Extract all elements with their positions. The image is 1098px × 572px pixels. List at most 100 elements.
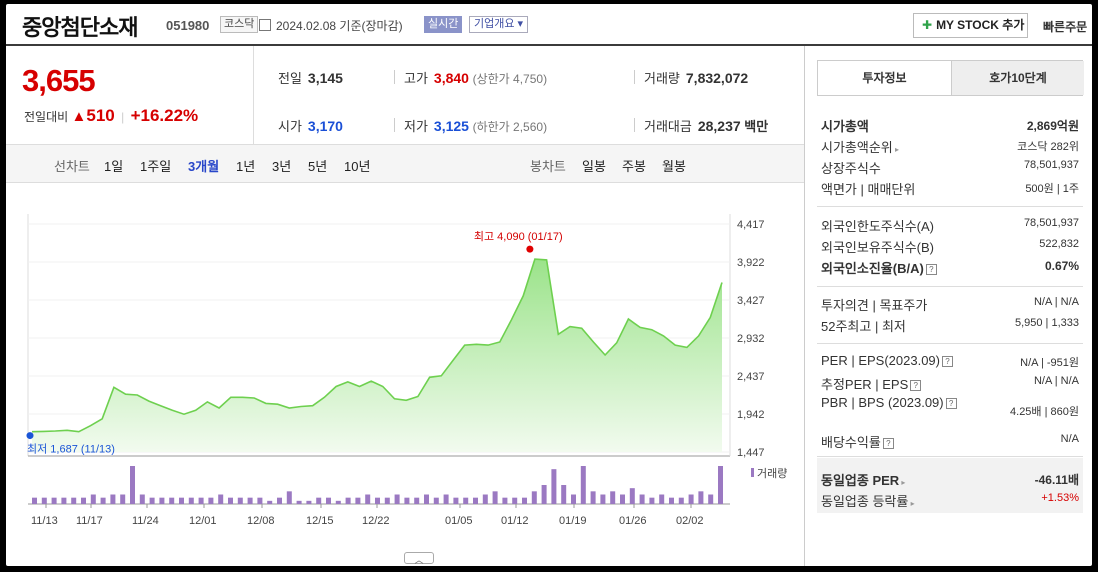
tab-investment-info[interactable]: 투자정보 xyxy=(818,61,951,95)
change-value: 510 xyxy=(86,106,115,125)
x-tick-label: 11/17 xyxy=(76,515,103,527)
info-row-label: PER | EPS(2023.09) xyxy=(821,353,940,368)
tab-weekly[interactable]: 주봉 xyxy=(622,159,646,174)
tab-10y[interactable]: 10년 xyxy=(344,159,371,174)
min-point xyxy=(26,432,34,440)
info-row: 52주최고 | 최저 5,950 | 1,333 xyxy=(821,316,1079,335)
volume-bar xyxy=(81,497,86,504)
volume-bar xyxy=(404,497,410,504)
volume-bar xyxy=(130,466,135,504)
volume-bar xyxy=(561,485,567,504)
info-row-value: 4.25배 | 860원 xyxy=(1010,406,1079,418)
upper-limit: (상한가 4,750) xyxy=(472,72,548,86)
open-value: 3,170 xyxy=(307,118,343,134)
volume-bar xyxy=(296,500,302,504)
info-row: PER | EPS(2023.09)? N/A | -951원 xyxy=(821,353,1079,369)
open-label: 시가 xyxy=(278,119,302,134)
volume-bar xyxy=(443,494,449,504)
info-row-value: -46.11배 xyxy=(1034,473,1079,487)
info-row-value: 500원 | 1주 xyxy=(1025,183,1079,195)
volume-bar xyxy=(708,494,714,504)
info-row: 액면가 | 매매단위 500원 | 1주 xyxy=(821,179,1079,198)
tab-3m[interactable]: 3개월 xyxy=(188,159,220,174)
volume-bar xyxy=(149,497,155,504)
x-tick-label: 12/22 xyxy=(362,515,390,527)
info-row-value: 78,501,937 xyxy=(1023,217,1079,229)
line-chart-label[interactable]: 선차트 xyxy=(54,159,90,174)
y-tick-label: 2,437 xyxy=(737,371,765,383)
volume-bar xyxy=(247,497,253,504)
info-row: 추정PER | EPS? N/A | N/A xyxy=(821,374,1079,393)
expand-arrow-icon[interactable]: ▸ xyxy=(908,499,915,508)
tab-1y[interactable]: 1년 xyxy=(236,159,256,174)
y-tick-label: 1,447 xyxy=(737,447,765,459)
tab-5y[interactable]: 5년 xyxy=(308,159,328,174)
tab-daily[interactable]: 일봉 xyxy=(582,159,606,174)
info-row-label: 외국인보유주식수(B) xyxy=(821,240,935,255)
info-row: 외국인보유주식수(B) 522,832 xyxy=(821,237,1079,256)
quick-order-button[interactable]: 빠른주문 xyxy=(1043,20,1088,34)
divider xyxy=(817,206,1083,207)
volume-bar xyxy=(394,494,400,504)
x-tick-label: 11/13 xyxy=(31,515,58,527)
candle-chart-label[interactable]: 봉차트 xyxy=(530,159,566,174)
info-row-label: 액면가 | 매매단위 xyxy=(821,182,916,197)
realtime-button[interactable]: 실시간 xyxy=(424,16,463,33)
amount-value: 28,237 xyxy=(697,118,741,134)
info-tabs: 투자정보 호가10단계 xyxy=(817,60,1084,96)
change-percent: +16.22% xyxy=(130,106,199,125)
help-icon[interactable]: ? xyxy=(925,264,937,276)
mystock-add-button[interactable]: ✚ MY STOCK 추가 xyxy=(913,13,1028,38)
chart-scroll-handle[interactable]: ︿ xyxy=(404,552,434,565)
volume-bar xyxy=(169,497,175,504)
info-row: 시가총액순위 ▸ 코스닥 282위 xyxy=(821,137,1079,156)
tab-orderbook[interactable]: 호가10단계 xyxy=(951,61,1084,95)
high-label: 고가 xyxy=(404,71,428,86)
volume-value: 7,832,072 xyxy=(685,70,749,86)
tab-1d[interactable]: 1일 xyxy=(104,159,124,174)
help-icon[interactable]: ? xyxy=(882,438,894,450)
volume-bar xyxy=(306,500,312,504)
trade-amount: 거래대금 28,237 백만 xyxy=(644,116,768,135)
stock-name: 중앙첨단소재 xyxy=(22,15,138,40)
volume-bar xyxy=(580,466,586,504)
volume-bar xyxy=(51,497,57,504)
info-row: PBR | BPS (2023.09)? 4.25배 | 860원 xyxy=(821,395,1079,418)
tab-1w[interactable]: 1주일 xyxy=(140,159,172,174)
corp-info-dropdown[interactable]: 기업개요 ▾ xyxy=(469,16,529,33)
volume-bar xyxy=(61,497,67,504)
volume-bar xyxy=(600,494,606,504)
info-row-label: 동일업종 PER xyxy=(821,473,900,488)
info-row-value: 2,869억원 xyxy=(1026,119,1079,133)
tab-3y[interactable]: 3년 xyxy=(272,159,292,174)
help-icon[interactable]: ? xyxy=(942,356,953,368)
y-tick-label: 1,942 xyxy=(737,409,765,421)
volume-bar xyxy=(90,494,96,504)
high-value: 3,840 xyxy=(433,70,469,86)
volume-bar xyxy=(218,494,224,504)
stock-header: 중앙첨단소재 051980 코스닥 2024.02.08 기준(장마감) 실시간… xyxy=(6,4,1092,46)
help-icon[interactable]: ? xyxy=(945,398,957,410)
volume-bar xyxy=(326,497,331,504)
info-row: 외국인한도주식수(A) 78,501,937 xyxy=(821,216,1079,235)
volume-bar xyxy=(188,497,194,504)
price-line xyxy=(31,258,723,433)
divider xyxy=(817,343,1083,344)
info-row-value: N/A xyxy=(1060,433,1079,445)
expand-arrow-icon[interactable]: ▸ xyxy=(899,478,906,487)
volume-bar xyxy=(159,497,165,504)
info-row-label: 추정PER | EPS xyxy=(821,377,909,392)
expand-arrow-icon[interactable]: ▸ xyxy=(892,145,900,154)
volume-bar xyxy=(365,494,371,504)
volume-label: 거래량 xyxy=(644,71,680,86)
chevron-down-icon: ▾ xyxy=(517,18,524,30)
divider xyxy=(634,70,635,84)
prev-label: 전일 xyxy=(278,71,302,86)
tab-monthly[interactable]: 월봉 xyxy=(662,159,686,174)
open-price: 시가 3,170 xyxy=(278,116,343,135)
info-row: 동일업종 등락률 ▸ +1.53% xyxy=(821,491,1079,510)
info-row-label: 상장주식수 xyxy=(821,161,881,176)
volume-bar xyxy=(277,497,282,504)
help-icon[interactable]: ? xyxy=(910,380,922,392)
info-row-label: 외국인한도주식수(A) xyxy=(821,219,935,234)
